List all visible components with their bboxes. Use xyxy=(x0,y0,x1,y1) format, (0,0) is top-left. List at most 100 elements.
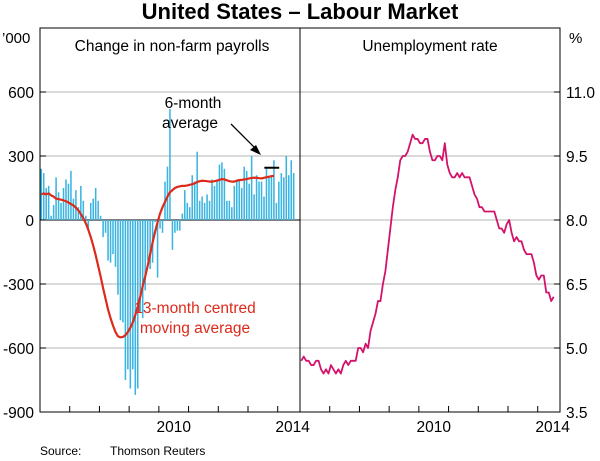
payroll-bar xyxy=(208,200,211,220)
payroll-bar xyxy=(198,200,201,220)
payroll-bar xyxy=(47,185,50,220)
right-ytick-label-2: 6.5 xyxy=(566,277,588,294)
payroll-bar xyxy=(156,220,159,278)
payroll-bar xyxy=(285,156,288,220)
left-ytick-label-0: -900 xyxy=(3,405,34,422)
payroll-bar xyxy=(122,220,124,323)
payroll-bar xyxy=(72,198,75,220)
moving-average-annotation-line2: moving average xyxy=(140,320,250,337)
payroll-bar xyxy=(65,179,67,220)
payroll-bar xyxy=(146,220,149,261)
payroll-bar xyxy=(226,200,228,220)
payroll-bar xyxy=(196,151,198,220)
payroll-bar xyxy=(243,166,245,220)
payroll-bar xyxy=(112,220,114,255)
payroll-bar xyxy=(42,173,45,220)
payroll-bar xyxy=(258,181,260,220)
payroll-bar xyxy=(171,220,174,250)
payroll-bar xyxy=(132,220,134,370)
payroll-bar xyxy=(223,168,226,220)
tick-labels: -900 -600 -300 0 300 600 3.5 5.0 6.5 8.0 9.5 11.0 20… xyxy=(3,85,595,436)
payroll-bar xyxy=(134,220,137,395)
payroll-bar xyxy=(102,220,104,238)
payroll-bar xyxy=(82,200,85,220)
payroll-bar xyxy=(92,198,94,220)
payroll-bar xyxy=(253,194,255,220)
payroll-bar xyxy=(166,166,169,220)
left-ytick-label-3: 0 xyxy=(25,213,34,230)
payroll-bar xyxy=(290,160,292,220)
payroll-bar xyxy=(94,188,97,220)
left-xtick-label-1: 2014 xyxy=(275,419,310,436)
six-month-annotation-line1: 6-month xyxy=(165,95,222,112)
source-text: Thomson Reuters xyxy=(110,444,205,458)
payroll-bar xyxy=(228,200,231,220)
payroll-bar xyxy=(141,220,144,319)
six-month-arrow-head xyxy=(250,145,261,155)
payroll-bar xyxy=(174,220,176,233)
payroll-bar xyxy=(278,181,280,220)
payroll-bar xyxy=(268,177,270,220)
six-month-annotation-line2: average xyxy=(162,115,218,132)
axis-ticks xyxy=(40,91,560,413)
payroll-bar xyxy=(260,181,263,220)
payroll-bar xyxy=(221,162,223,220)
payroll-bar xyxy=(263,196,265,220)
payroll-bars xyxy=(40,109,295,395)
left-ytick-label-5: 600 xyxy=(8,85,34,102)
left-axis-unit: ’000 xyxy=(2,30,30,47)
right-ytick-label-3: 8.0 xyxy=(566,213,588,230)
left-ytick-label-2: -300 xyxy=(3,277,34,294)
payroll-bar xyxy=(75,190,77,220)
payroll-bar xyxy=(77,207,80,220)
left-ytick-label-1: -600 xyxy=(3,341,34,358)
payroll-bar xyxy=(144,220,146,291)
payroll-bar xyxy=(188,207,191,220)
payroll-bar xyxy=(179,220,181,231)
payroll-bar xyxy=(184,190,186,220)
payroll-bar xyxy=(60,202,62,220)
left-xtick-label-0: 2010 xyxy=(156,419,191,436)
payroll-bar xyxy=(169,109,171,220)
payroll-bar xyxy=(62,188,65,220)
payroll-bar xyxy=(213,185,216,220)
moving-average-line xyxy=(40,174,275,339)
right-ytick-label-0: 3.5 xyxy=(566,405,588,422)
series-lines xyxy=(40,133,555,375)
chart-title: United States – Labour Market xyxy=(142,0,459,24)
payroll-bar xyxy=(216,179,218,220)
payroll-bar xyxy=(109,220,112,263)
payroll-bar xyxy=(40,168,42,220)
payroll-bar xyxy=(107,220,109,261)
right-ytick-label-5: 11.0 xyxy=(566,85,595,102)
payroll-bar xyxy=(99,215,102,220)
payroll-bar xyxy=(57,192,60,220)
left-panel-title: Change in non-farm payrolls xyxy=(75,38,270,55)
payroll-bar xyxy=(236,179,238,220)
payroll-bar xyxy=(211,179,213,220)
payroll-bar xyxy=(52,205,55,220)
right-ytick-label-4: 9.5 xyxy=(566,149,588,166)
right-axis-unit: % xyxy=(569,30,582,47)
payroll-bar xyxy=(275,202,278,220)
payroll-bar xyxy=(117,220,119,295)
payroll-bar xyxy=(203,202,206,220)
payroll-bar xyxy=(45,188,47,220)
payroll-bar xyxy=(154,220,156,223)
payroll-bar xyxy=(273,160,275,220)
payroll-bar xyxy=(248,183,250,220)
payroll-bar xyxy=(159,220,161,229)
right-xtick-label-0: 2010 xyxy=(416,419,451,436)
six-month-arrow-line xyxy=(230,123,257,150)
payroll-bar xyxy=(250,156,253,220)
payroll-bar xyxy=(50,215,52,220)
payroll-bar xyxy=(292,173,295,220)
payroll-bar xyxy=(176,220,179,231)
payroll-bar xyxy=(127,220,129,370)
payroll-bar xyxy=(89,202,92,220)
payroll-bar xyxy=(231,207,233,220)
payroll-bar xyxy=(245,170,248,220)
payroll-bar xyxy=(238,179,241,220)
payroll-bar xyxy=(265,168,268,220)
